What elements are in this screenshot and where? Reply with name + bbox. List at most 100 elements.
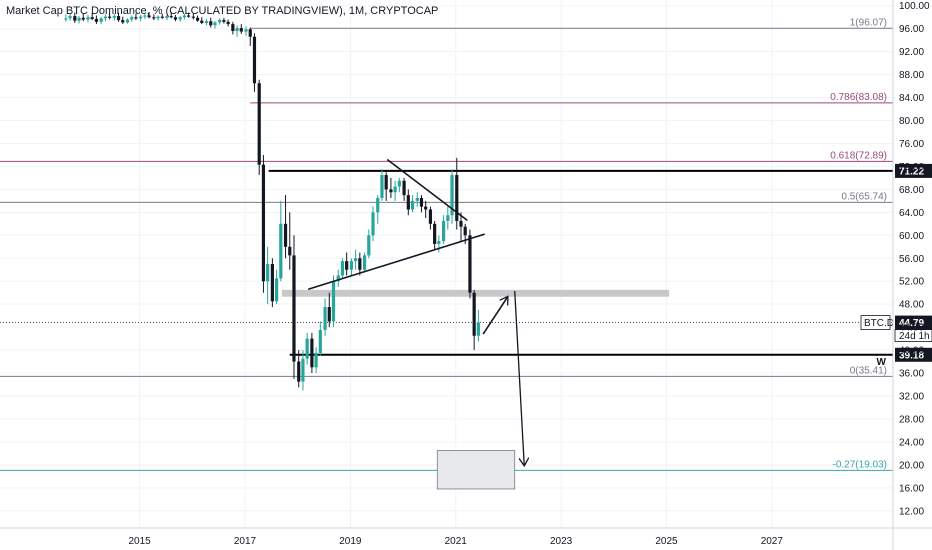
candle-body <box>134 17 138 19</box>
candle-body <box>270 264 274 302</box>
y-tick-label: 52.00 <box>899 277 924 288</box>
candle-body <box>107 16 112 18</box>
candle-body <box>77 17 81 21</box>
symbol-text: BTC.D <box>864 318 894 329</box>
candle-body <box>415 198 419 201</box>
x-tick-label: 2019 <box>339 536 362 547</box>
candle-body <box>209 21 213 26</box>
candle-body <box>354 258 358 262</box>
y-tick-label: 44.00 <box>899 323 924 334</box>
candle-body <box>103 16 107 19</box>
candle-body <box>292 255 296 362</box>
candle-body <box>160 16 164 18</box>
candle-body <box>178 17 182 20</box>
candle-body <box>266 264 270 282</box>
price-tag <box>895 315 932 330</box>
y-tick-label: 92.00 <box>899 47 924 58</box>
countdown-text: 24d 1h <box>899 331 930 342</box>
grid <box>0 0 893 528</box>
candle-body <box>472 292 476 336</box>
candle-body <box>239 28 243 32</box>
candle-body <box>389 189 393 193</box>
candle-body <box>362 255 367 270</box>
candle-body <box>428 209 433 224</box>
candle-body <box>406 195 410 210</box>
candle-body <box>393 186 397 193</box>
level-label: 0.5(65.74) <box>841 191 887 202</box>
candle-body <box>297 361 301 382</box>
candle-body <box>397 180 401 187</box>
candle-body <box>165 16 169 18</box>
candle-body <box>125 19 130 23</box>
candle-body <box>248 29 252 37</box>
candle-body <box>152 17 156 19</box>
candle-body <box>446 215 450 221</box>
y-tick-label: 40.00 <box>899 346 924 357</box>
candle-body <box>121 20 125 23</box>
chart-title: Market Cap BTC Dominance, % (CALCULATED … <box>6 5 438 17</box>
candle-body <box>261 164 266 282</box>
y-tick-label: 24.00 <box>899 437 924 448</box>
falling-trendline <box>386 158 468 222</box>
price-tag-value: 71.22 <box>899 166 924 177</box>
candle-body <box>336 275 340 282</box>
candle-body <box>437 241 441 244</box>
x-tick-label: 2023 <box>550 536 573 547</box>
y-tick-label: 100.00 <box>899 1 930 12</box>
candle-body <box>231 24 235 31</box>
candle-body <box>367 235 371 256</box>
candle-body <box>169 16 173 18</box>
target-arrow <box>514 290 524 465</box>
y-tick-label: 20.00 <box>899 460 924 471</box>
price-tag-value: 39.18 <box>899 350 924 361</box>
candle-body <box>384 175 388 190</box>
level-label: 0.786(83.08) <box>830 92 887 103</box>
level-label: 1(96.07) <box>850 17 887 28</box>
target-box <box>436 450 516 490</box>
y-tick-label: 80.00 <box>899 116 924 127</box>
candle-body <box>433 223 437 244</box>
rising-trendline <box>307 233 485 291</box>
candle-body <box>200 20 204 23</box>
y-tick-label: 68.00 <box>899 185 924 196</box>
candle-body <box>318 330 322 353</box>
candle-body <box>226 21 230 25</box>
x-tick-label: 2025 <box>655 536 678 547</box>
candle-body <box>130 17 134 20</box>
y-tick-label: 88.00 <box>899 70 924 81</box>
bounce-arrow <box>482 297 507 335</box>
candle-body <box>86 17 90 20</box>
candle-body <box>204 21 209 23</box>
candle-body <box>380 175 384 198</box>
candles <box>64 12 480 391</box>
y-tick-label: 56.00 <box>899 254 924 265</box>
candle-body <box>68 16 72 19</box>
y-tick-label: 64.00 <box>899 208 924 219</box>
y-tick-label: 48.00 <box>899 300 924 311</box>
y-tick-label: 72.00 <box>899 162 924 173</box>
price-tag-value: 44.79 <box>899 318 924 329</box>
level-label: 0.618(72.89) <box>830 150 887 161</box>
y-tick-label: 12.00 <box>899 506 924 517</box>
horizontal-levels: 1(96.07) 0.786(83.08) 0.618(72.89) 0.5(65.7… <box>0 17 893 471</box>
y-tick-label: 60.00 <box>899 231 924 242</box>
overlay-drawings: 71.22 44.79 24d 1h BTC.D 39.18 W <box>307 158 932 465</box>
candle-body <box>235 28 239 31</box>
candle-body <box>244 29 248 32</box>
candle-body <box>376 198 380 213</box>
candle-body <box>139 16 143 19</box>
candle-body <box>156 16 160 19</box>
candle-body <box>410 200 415 210</box>
x-tick-label: 2015 <box>128 536 151 547</box>
price-tag <box>895 347 932 362</box>
candle-body <box>112 16 116 18</box>
y-tick-label: 16.00 <box>899 483 924 494</box>
candle-body <box>442 220 446 242</box>
x-tick-label: 2017 <box>234 536 257 547</box>
candle-body <box>191 16 195 18</box>
y-tick-label: 32.00 <box>899 392 924 403</box>
candle-body <box>187 15 191 17</box>
candle-body <box>279 223 283 279</box>
